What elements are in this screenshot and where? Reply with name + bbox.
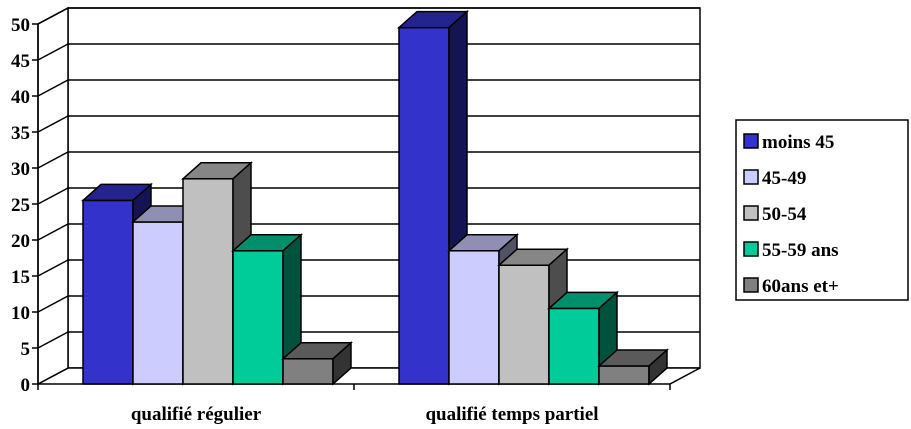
y-tick-label: 25 [11, 195, 30, 216]
legend-label: 55-59 ans [762, 240, 839, 261]
bar [281, 341, 353, 386]
y-tick-label: 45 [11, 51, 30, 72]
y-tick-label: 10 [11, 303, 30, 324]
axis-labels: 0 5 10 15 20 25 30 35 40 45 50 qualifié régulier qua… [11, 15, 671, 425]
y-tick-label: 15 [11, 267, 30, 288]
legend-label: 60ans et+ [762, 276, 839, 297]
gridline [37, 115, 700, 133]
y-tick-label: 5 [21, 339, 31, 360]
gridline [37, 151, 700, 169]
y-tick-label: 0 [21, 375, 31, 396]
gridline [37, 187, 700, 205]
bar-group [81, 9, 669, 386]
legend-label: 45-49 [762, 168, 806, 189]
legend: moins 45 45-49 50-54 55-59 ans 60ans et+ [735, 119, 909, 301]
legend-label: moins 45 [762, 132, 834, 153]
legend-swatch [743, 169, 759, 185]
y-tick-label: 20 [11, 231, 30, 252]
bar [597, 348, 669, 386]
legend-swatch [743, 277, 759, 293]
gridline [37, 43, 700, 61]
gridline [37, 7, 700, 25]
x-category-label: qualifié régulier [131, 404, 262, 425]
y-tick-label: 35 [11, 123, 30, 144]
legend-swatch [743, 205, 759, 221]
gridline [37, 79, 700, 97]
y-tick-label: 30 [11, 159, 30, 180]
y-tick-label: 50 [11, 15, 30, 36]
legend-label: 50-54 [762, 204, 807, 225]
y-tick-label: 40 [11, 87, 30, 108]
gridline [37, 223, 700, 241]
legend-swatch [743, 241, 759, 257]
legend-swatch [743, 133, 759, 149]
x-category-label: qualifié temps partiel [425, 404, 598, 425]
legend-box [735, 119, 909, 301]
